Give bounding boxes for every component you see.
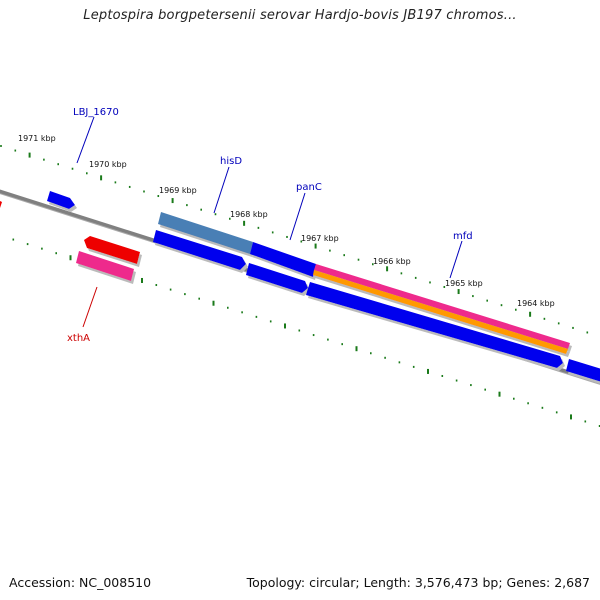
scale-label: 1969 kbp bbox=[159, 186, 197, 195]
gene-blue-reverse-2[interactable] bbox=[246, 263, 308, 293]
gene-hisd[interactable] bbox=[158, 212, 253, 254]
gene-mfd-orange[interactable] bbox=[313, 270, 568, 354]
gene-red-reverse[interactable] bbox=[84, 236, 140, 264]
gene-label-hisd: hisD bbox=[220, 156, 242, 167]
scale-label: 1970 kbp bbox=[89, 160, 127, 169]
gene-blue-reverse-4[interactable] bbox=[566, 359, 600, 383]
accession-text: Accession: NC_008510 bbox=[9, 575, 152, 590]
scale-label: 1966 kbp bbox=[373, 257, 411, 266]
gene-blue-reverse-3[interactable] bbox=[306, 282, 563, 368]
label-leaders bbox=[76, 116, 463, 328]
gene-red-edge[interactable] bbox=[0, 200, 2, 208]
scale-label: 1965 kbp bbox=[445, 279, 483, 288]
gene-label-mfd: mfd bbox=[453, 231, 473, 242]
scale-label: 1971 kbp bbox=[18, 134, 56, 143]
genes-reverse bbox=[76, 230, 600, 383]
gene-label-xtha: xthA bbox=[67, 333, 90, 344]
gene-label-lbj-1670: LBJ_1670 bbox=[73, 107, 119, 118]
gene-label-panc: panC bbox=[296, 182, 322, 193]
scale-label: 1968 kbp bbox=[230, 210, 268, 219]
gene-lbj-1670[interactable] bbox=[47, 191, 75, 209]
gene-labels: LBJ_1670 hisD panC mfd xthA bbox=[67, 107, 473, 344]
gene-xtha[interactable] bbox=[76, 251, 134, 281]
tick-track-outer bbox=[0, 145, 589, 334]
gene-mfd-pink[interactable] bbox=[314, 264, 570, 349]
genome-stats-text: Topology: circular; Length: 3,576,473 bp… bbox=[246, 575, 590, 590]
scale-label: 1967 kbp bbox=[301, 234, 339, 243]
gene-blue-reverse-1[interactable] bbox=[153, 230, 246, 270]
genes-forward bbox=[0, 191, 570, 354]
scale-labels: 1971 kbp 1970 kbp 1969 kbp 1968 kbp 1967… bbox=[18, 134, 555, 308]
gene-panc[interactable] bbox=[250, 242, 316, 277]
scale-label: 1964 kbp bbox=[517, 299, 555, 308]
map-title: Leptospira borgpetersenii serovar Hardjo… bbox=[83, 8, 517, 23]
